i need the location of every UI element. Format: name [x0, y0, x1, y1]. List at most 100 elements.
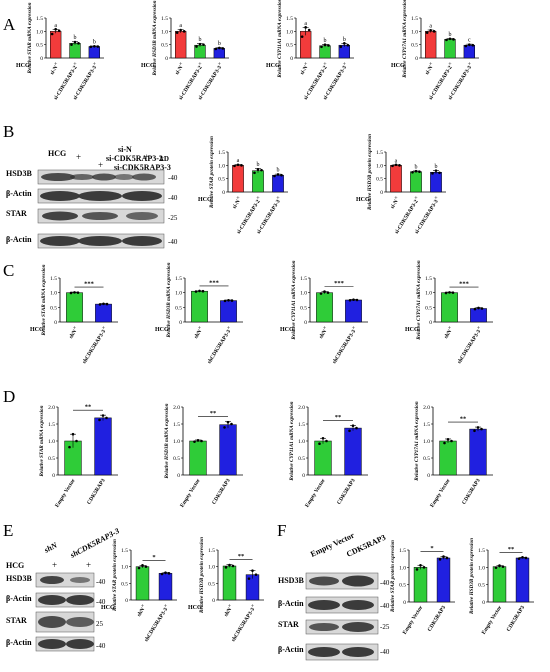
- y-tick-label: 0: [427, 473, 430, 479]
- panel-letter-b: B: [3, 122, 14, 141]
- y-axis-label: Relative HSD3B protein expression: [469, 538, 475, 614]
- blot-b-si2-label: si-CDK5RAP3-2: [106, 154, 163, 163]
- blot-f-star-band-2: [342, 622, 374, 632]
- data-point: [276, 173, 280, 176]
- data-point: [445, 38, 448, 42]
- blot-b-si3-label: si-CDK5RAP3-3: [114, 163, 171, 172]
- data-point: [438, 558, 442, 561]
- y-tick-label: 0.5: [175, 305, 182, 311]
- significance-letter: b: [343, 37, 346, 43]
- y-axis-label: Relative HSD3B mRNA expression: [164, 403, 170, 478]
- data-point: [54, 27, 57, 31]
- y-axis-label: Relative STAR protein expression: [112, 539, 118, 611]
- category-label: shCDK5RAP3-3: [332, 329, 358, 365]
- data-point: [223, 299, 227, 303]
- data-point: [230, 299, 234, 302]
- data-point: [214, 47, 218, 51]
- category-label: CDK5RAP3: [211, 478, 232, 506]
- blot-f-hsd3b-band-2: [342, 575, 374, 587]
- significance-letter: b: [218, 41, 221, 47]
- data-point: [304, 26, 307, 29]
- data-point: [226, 421, 230, 424]
- hcg-label: HCG: [141, 63, 155, 69]
- y-tick-label: 2.0: [423, 405, 430, 411]
- data-point: [318, 442, 321, 446]
- significance-letter: a: [395, 158, 398, 164]
- data-point: [89, 45, 93, 49]
- bar: [220, 300, 237, 323]
- y-tick-label: 1.0: [298, 439, 305, 445]
- significance-letter: b: [324, 38, 327, 44]
- significance-letter: b: [449, 32, 452, 38]
- y-tick-label: 1.5: [175, 276, 182, 282]
- y-tick-label: 1.0: [36, 29, 43, 35]
- y-tick-label: 1.0: [161, 29, 168, 35]
- y-tick-label: 0: [403, 600, 406, 606]
- y-tick-label: 2.0: [298, 405, 305, 411]
- data-point: [175, 31, 179, 34]
- data-point: [137, 566, 141, 570]
- hcg-sign: +: [102, 326, 106, 332]
- data-point: [105, 302, 109, 306]
- blot-b-protein-1: HSD3B: [6, 169, 32, 178]
- blot-e-protein-3: STAR: [6, 616, 27, 625]
- blot-b-hsd3b-band-4: [114, 174, 134, 180]
- hcg-sign: +: [256, 196, 260, 202]
- y-axis-label: Relative HSD3B protein expression: [367, 134, 373, 210]
- bar: [345, 299, 362, 323]
- significance-stars: **: [335, 414, 342, 421]
- blot-f-protein-2: β-Actin: [278, 599, 304, 608]
- hcg-sign: +: [251, 604, 255, 610]
- y-tick-label: 0: [380, 190, 383, 196]
- hcg-sign: +: [343, 62, 347, 68]
- category-label: shCDK5RAP3-3: [457, 329, 483, 365]
- bar: [316, 292, 333, 323]
- y-tick-label: 1.0: [300, 291, 307, 297]
- y-tick-label: 1.5: [478, 548, 485, 554]
- significance-letter: a: [179, 23, 182, 29]
- data-point: [223, 426, 226, 429]
- data-point: [224, 566, 228, 569]
- data-point: [429, 28, 432, 32]
- data-point: [517, 557, 521, 560]
- data-point: [93, 44, 96, 48]
- blot-b-actin-1-band-2: [78, 191, 122, 201]
- y-tick-label: 1.5: [286, 16, 293, 22]
- significance-letter: b: [435, 164, 438, 170]
- data-point: [253, 171, 256, 175]
- data-point: [320, 45, 323, 49]
- category-label: si-N: [232, 199, 242, 210]
- y-tick-label: 1.0: [208, 565, 215, 571]
- blot-f-kd-1: -40: [380, 579, 390, 587]
- data-point: [69, 291, 73, 295]
- data-point: [434, 169, 438, 172]
- bar: [158, 573, 173, 601]
- significance-stars: *: [430, 545, 433, 552]
- y-axis-label: Relative CYP11A1 mRNA expression: [289, 401, 295, 480]
- y-tick-label: 1.5: [425, 276, 432, 282]
- y-axis-label: Relative CYP17A1 mRNA expression: [402, 0, 408, 78]
- data-point: [233, 164, 236, 168]
- blot-e-shn-label: shN: [42, 540, 60, 555]
- data-point: [194, 290, 198, 293]
- category-label: shCDK5RAP3-3: [207, 329, 233, 365]
- data-point: [524, 556, 528, 560]
- category-label: shN: [443, 329, 453, 340]
- hcg-sign: +: [198, 62, 202, 68]
- blot-e-actin-1-band-2: [66, 595, 94, 605]
- y-tick-label: 1.0: [399, 565, 406, 571]
- y-tick-label: 0.5: [218, 177, 225, 183]
- significance-letter: a: [237, 158, 240, 164]
- hcg-label: HCG: [356, 197, 370, 203]
- y-tick-label: 2.0: [173, 405, 180, 411]
- significance-letter: c: [468, 38, 471, 44]
- hcg-sign: +: [323, 62, 327, 68]
- significance-letter: b: [199, 37, 202, 43]
- bar: [94, 417, 112, 476]
- blot-e-actin-2-band-2: [66, 639, 94, 649]
- blot-f-protein-3: STAR: [278, 620, 299, 629]
- panel-letter-d: D: [3, 387, 15, 406]
